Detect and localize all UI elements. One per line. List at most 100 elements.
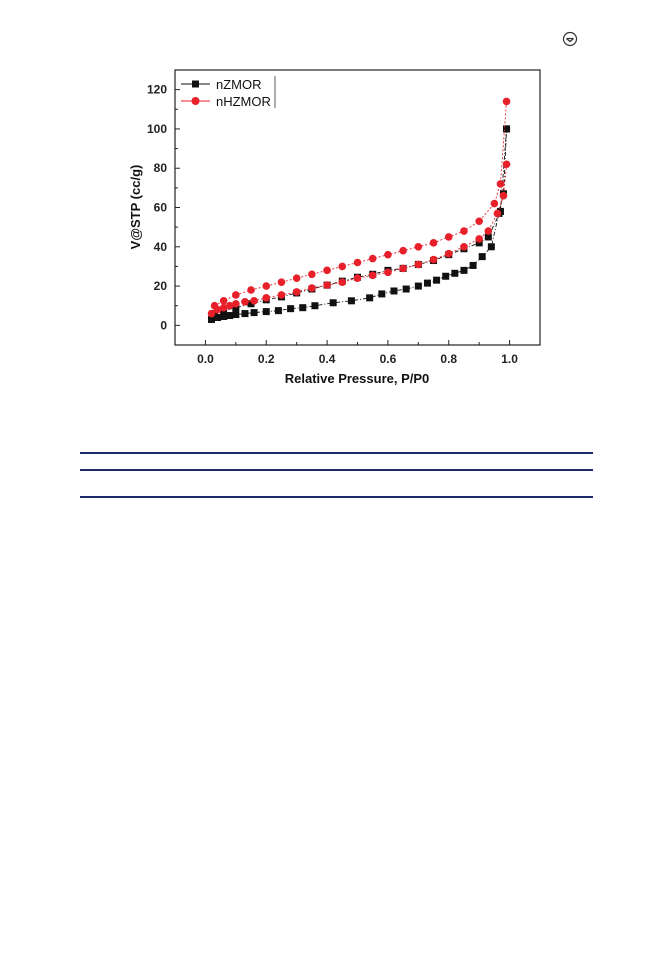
nhzmor-point	[219, 303, 228, 312]
x-tick-label: 0.0	[197, 352, 214, 366]
nhzmor-point	[262, 282, 271, 290]
nhzmor-point	[499, 191, 508, 200]
download-circle-icon[interactable]	[562, 31, 578, 47]
nzmor-point	[503, 125, 511, 133]
nhzmor-point	[460, 227, 468, 235]
nhzmor-point	[496, 180, 505, 188]
nhzmor-point	[308, 270, 316, 279]
y-tick-label: 80	[154, 161, 168, 175]
nhzmor-point	[384, 268, 392, 277]
nhzmor-point	[460, 242, 468, 251]
nhzmor-point	[444, 249, 453, 258]
y-tick-label: 100	[147, 122, 167, 136]
nhzmor-point	[323, 281, 331, 289]
legend-label-nzmor: nZMOR	[216, 77, 262, 92]
nzmor-point	[262, 308, 270, 316]
nzmor-point	[460, 266, 468, 274]
nhzmor-point	[262, 294, 271, 302]
nhzmor-adsorption-line	[211, 164, 507, 314]
isotherm-chart: 0 20 40 60 80 100 120 0.0 0.2 0.4 0.6 0.8 1.0 nZMOR…	[128, 69, 541, 386]
nzmor-point	[475, 239, 483, 247]
nzmor-point	[484, 233, 492, 241]
table-header-rule	[80, 469, 593, 471]
legend-marker-nhzmor	[191, 97, 200, 105]
y-tick-label: 0	[160, 318, 167, 332]
nhzmor-point	[338, 278, 347, 286]
y-axis-ticks: 0 20 40 60 80 100 120	[147, 83, 180, 332]
nhzmor-point	[308, 284, 316, 292]
nzmor-point	[469, 261, 477, 269]
table-bottom-rule	[80, 496, 593, 498]
nhzmor-desorption-line	[214, 101, 507, 307]
nhzmor-point	[247, 286, 255, 294]
legend: nZMOR nHZMOR	[181, 76, 276, 109]
nhzmor-point	[353, 274, 362, 283]
nzmor-point	[208, 315, 215, 323]
nhzmor-point	[475, 235, 483, 243]
nzmor-point	[487, 243, 495, 251]
nzmor-point	[378, 290, 386, 298]
nhzmor-point	[399, 264, 407, 273]
legend-marker-nzmor	[192, 80, 199, 88]
nhzmor-point	[502, 97, 511, 106]
nhzmor-point	[241, 297, 249, 306]
nzmor-point	[451, 269, 459, 277]
nhzmor-point	[490, 199, 499, 208]
nhzmor-point	[493, 209, 502, 218]
y-tick-label: 40	[154, 240, 168, 254]
table-top-rule	[80, 452, 593, 454]
nzmor-point	[241, 310, 249, 318]
x-tick-label: 1.0	[501, 352, 518, 366]
nzmor-point	[423, 279, 431, 287]
nhzmor-point	[484, 227, 493, 235]
nzmor-point	[478, 253, 486, 261]
x-axis-ticks: 0.0 0.2 0.4 0.6 0.8 1.0	[197, 340, 541, 366]
y-axis-title: V@STP (cc/g)	[128, 165, 143, 250]
y-tick-label: 20	[154, 279, 168, 293]
nhzmor-point	[225, 301, 234, 310]
nhzmor-point	[292, 288, 301, 296]
nzmor-adsorption-line	[211, 128, 507, 320]
nzmor-point	[329, 299, 337, 307]
nhzmor-point	[368, 254, 377, 263]
series-layer	[207, 97, 511, 323]
nzmor-point	[232, 304, 240, 312]
nhzmor-point	[502, 160, 511, 169]
nhzmor-point	[277, 291, 286, 299]
nzmor-point	[226, 312, 234, 320]
nhzmor-point	[292, 274, 301, 283]
nhzmor-point	[219, 297, 228, 305]
x-tick-label: 0.6	[380, 352, 397, 366]
nzmor-desorption-line	[214, 128, 507, 314]
nzmor-point	[366, 294, 374, 302]
nhzmor-point	[210, 301, 219, 310]
nzmor-point	[299, 304, 307, 312]
nzmor-point	[274, 307, 282, 315]
nzmor-point	[250, 309, 258, 317]
nzmor-point	[442, 272, 450, 280]
y-tick-label: 60	[154, 201, 168, 215]
nhzmor-point	[384, 250, 392, 259]
nhzmor-point	[475, 217, 483, 226]
nzmor-point	[247, 300, 255, 308]
legend-label-nhzmor: nHZMOR	[216, 94, 271, 109]
x-tick-label: 0.4	[319, 352, 336, 366]
nzmor-point	[311, 302, 319, 310]
x-tick-label: 0.2	[258, 352, 275, 366]
nzmor-point	[347, 297, 355, 305]
nhzmor-point	[323, 266, 331, 275]
nhzmor-point	[444, 233, 453, 241]
y-tick-label: 120	[147, 83, 167, 97]
nzmor-point	[390, 287, 398, 295]
nzmor-point	[287, 305, 295, 313]
nhzmor-point	[414, 242, 423, 251]
nhzmor-point	[429, 255, 438, 264]
nhzmor-point	[338, 262, 347, 271]
nzmor-point	[214, 314, 222, 321]
x-tick-label: 0.8	[440, 352, 457, 366]
nhzmor-point	[232, 291, 240, 299]
nhzmor-point	[368, 271, 377, 280]
nzmor-point	[414, 282, 422, 290]
nhzmor-point	[250, 297, 258, 305]
nhzmor-point	[414, 260, 423, 269]
